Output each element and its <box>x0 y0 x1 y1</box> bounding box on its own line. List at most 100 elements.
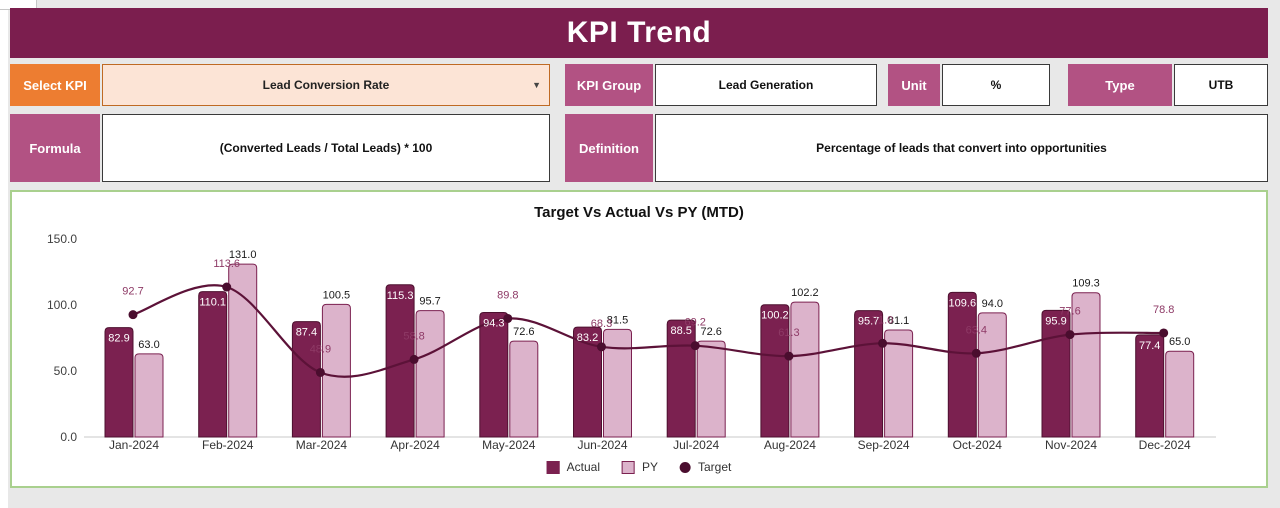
actual-bar <box>291 321 321 438</box>
x-axis-label: May-2024 <box>482 438 536 452</box>
target-point <box>784 351 794 361</box>
x-axis-label: Aug-2024 <box>764 438 816 452</box>
definition-value[interactable]: Percentage of leads that convert into op… <box>655 114 1268 182</box>
actual-bar <box>1041 309 1071 438</box>
kpi-group-value[interactable]: Lead Generation <box>655 64 877 106</box>
formula-label: Formula <box>10 114 100 182</box>
actual-value-label: 87.4 <box>296 327 317 339</box>
py-value-label: 72.6 <box>700 326 721 338</box>
actual-value-label: 100.2 <box>761 310 789 322</box>
target-point <box>690 341 700 351</box>
actual-bar <box>104 327 134 438</box>
py-bar <box>134 353 164 438</box>
target-point <box>409 354 419 364</box>
py-bar <box>884 329 914 438</box>
actual-value-label: 83.2 <box>577 332 598 344</box>
target-value-label: 58.8 <box>403 330 424 342</box>
actual-value-label: 95.9 <box>1045 315 1066 327</box>
target-point <box>1065 330 1075 340</box>
py-value-label: 95.7 <box>419 296 440 308</box>
actual-bar <box>666 319 696 438</box>
kpi-group-label: KPI Group <box>565 64 653 106</box>
py-bar <box>1165 350 1195 438</box>
definition-label: Definition <box>565 114 653 182</box>
target-point <box>1159 328 1169 338</box>
target-point <box>597 342 606 352</box>
spreadsheet-left-margin <box>0 0 8 508</box>
actual-bar <box>947 291 977 438</box>
target-point <box>878 338 888 348</box>
legend-label: Target <box>698 460 732 474</box>
target-line <box>132 284 1164 378</box>
py-value-label: 94.0 <box>982 298 1003 310</box>
legend-square-swatch <box>621 460 635 474</box>
y-axis-tick: 0.0 <box>60 430 77 444</box>
actual-bar <box>573 326 602 438</box>
py-bar <box>321 303 351 438</box>
kpi-select-value: Lead Conversion Rate <box>262 78 390 92</box>
py-bar <box>790 301 820 438</box>
target-point <box>315 367 325 377</box>
y-axis-tick: 100.0 <box>47 298 77 312</box>
actual-value-label: 82.9 <box>108 333 129 345</box>
target-value-label: 68.3 <box>591 318 612 330</box>
formula-value[interactable]: (Converted Leads / Total Leads) * 100 <box>102 114 550 182</box>
py-value-label: 131.0 <box>229 249 257 261</box>
target-value-label: 113.6 <box>213 258 240 270</box>
py-value-label: 100.5 <box>323 289 351 301</box>
py-value-label: 65.0 <box>1169 336 1190 348</box>
kpi-trend-chart-panel[interactable]: Target Vs Actual Vs PY (MTD) 0.0 50.0 100.… <box>10 190 1268 488</box>
x-axis-label: Sep-2024 <box>858 438 910 452</box>
y-axis-tick: 150.0 <box>47 232 77 246</box>
target-point <box>503 313 513 323</box>
actual-value-label: 109.6 <box>949 297 977 309</box>
py-bar <box>228 263 258 438</box>
select-kpi-label: Select KPI <box>10 64 100 106</box>
chart-legend: Actual PY Target <box>546 460 731 474</box>
actual-value-label: 88.5 <box>670 325 691 337</box>
chart-title: Target Vs Actual Vs PY (MTD) <box>534 204 744 221</box>
py-bar <box>1071 292 1101 438</box>
target-value-label: 71.0 <box>872 314 893 326</box>
py-value-label: 109.3 <box>1072 278 1100 290</box>
target-value-label: 61.3 <box>778 327 799 339</box>
target-value-label: 78.8 <box>1153 304 1174 316</box>
x-axis-label: Nov-2024 <box>1045 438 1097 452</box>
actual-bar <box>385 284 415 438</box>
target-value-label: 89.8 <box>497 289 518 301</box>
legend-square-swatch <box>546 460 560 474</box>
legend-label: Actual <box>566 460 600 474</box>
legend-item-py: PY <box>621 460 658 474</box>
py-bar <box>977 312 1007 438</box>
type-value[interactable]: UTB <box>1174 64 1268 106</box>
legend-item-target: Target <box>680 460 731 474</box>
y-axis-tick: 50.0 <box>54 364 78 378</box>
actual-bar <box>198 291 228 438</box>
py-value-label: 102.2 <box>791 287 819 299</box>
type-label: Type <box>1068 64 1172 106</box>
kpi-trend-chart: 0.0 50.0 100.0 150.0 Jan-2024 Feb-2024 Mar-202… <box>47 232 1216 452</box>
x-axis-label: Feb-2024 <box>202 438 254 452</box>
py-bar <box>415 310 445 438</box>
x-axis-label: Jul-2024 <box>673 438 719 452</box>
actual-bar <box>479 312 509 438</box>
py-value-label: 63.0 <box>138 339 159 351</box>
actual-value-label: 115.3 <box>387 290 414 302</box>
legend-item-actual: Actual <box>546 460 600 474</box>
target-point <box>128 310 138 320</box>
chevron-down-icon: ▼ <box>532 80 541 90</box>
target-value-label: 63.4 <box>966 324 987 336</box>
py-bar <box>696 340 726 438</box>
page-title: KPI Trend <box>10 8 1268 58</box>
py-bar <box>509 340 539 438</box>
target-point <box>222 282 232 292</box>
actual-bar <box>760 304 790 438</box>
actual-value-label: 110.1 <box>199 297 226 309</box>
py-value-label: 81.1 <box>888 315 909 327</box>
target-value-label: 48.9 <box>310 343 331 355</box>
unit-value[interactable]: % <box>942 64 1050 106</box>
kpi-select-dropdown[interactable]: Lead Conversion Rate ▼ <box>102 64 550 106</box>
target-point <box>971 348 981 358</box>
actual-bar <box>854 310 884 438</box>
